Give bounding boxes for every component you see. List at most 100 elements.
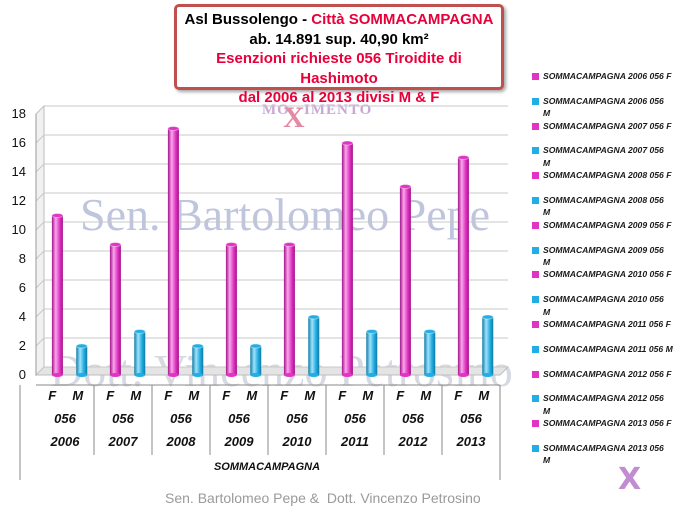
bar-2006-f-body: [51, 215, 63, 375]
title-line-1: Asl Bussolengo - Città SOMMACAMPAGNA: [177, 10, 501, 30]
bar-2012-f-cap: [399, 184, 412, 189]
bar-2010-m: [307, 314, 320, 377]
y-tick-label: 2: [19, 338, 26, 353]
chart-title-box: Asl Bussolengo - Città SOMMACAMPAGNA ab.…: [174, 4, 504, 106]
bar-2010-f-cap: [283, 242, 296, 247]
x-tick-year: 2009: [224, 434, 255, 449]
y-tick-label: 18: [12, 106, 26, 121]
bars: [51, 126, 494, 377]
legend-swatch: [532, 122, 539, 130]
logo-watermark-x: X: [283, 101, 305, 134]
gridline: [35, 192, 508, 202]
legend-label: SOMMACAMPAGNA 2012 056 M: [543, 393, 664, 416]
y-tick-label: 0: [19, 367, 26, 382]
legend-swatch: [532, 271, 539, 279]
bar-2010-f-base: [283, 373, 295, 377]
bar-2011-f-body: [341, 143, 353, 375]
watermark-name-1: Sen. Bartolomeo Pepe: [80, 189, 490, 240]
bar-2006-m-cap: [75, 343, 88, 349]
x-tick-sex-m: M: [478, 388, 490, 403]
x-tick-sex-m: M: [420, 388, 432, 403]
bar-2006-f-base: [51, 373, 63, 377]
bar-2008-f: [167, 126, 180, 377]
legend-label: SOMMACAMPAGNA 2009 056 M: [543, 244, 664, 268]
legend-swatch: [532, 395, 539, 403]
bar-2007-m-cap: [133, 329, 146, 334]
bar-2008-f-base: [167, 373, 179, 377]
x-tick-year: 2012: [398, 434, 429, 449]
x-tick-sex-m: M: [304, 388, 316, 403]
gridline: [35, 337, 508, 347]
x-tick-sex-m: M: [362, 388, 374, 403]
legend-label: SOMMACAMPAGNA 2008 056 M: [543, 194, 664, 218]
legend-swatch: [532, 320, 539, 328]
legend-item: SOMMACAMPAGNA 2006 056 M: [532, 95, 678, 120]
bar-2011-f-base: [341, 373, 353, 377]
x-tick-year: 2008: [166, 434, 197, 449]
gridline: [35, 105, 508, 115]
chart-legend: SOMMACAMPAGNA 2006 056 F SOMMACAMPAGNA 20…: [532, 70, 678, 467]
x-tick-sex-f: F: [280, 388, 289, 403]
x-tick-sex-f: F: [48, 388, 57, 403]
x-tick-sex-m: M: [72, 388, 84, 403]
bar-2009-f: [225, 242, 238, 377]
legend-label: SOMMACAMPAGNA 2008 056 F: [543, 170, 672, 181]
bar-2010-m-base: [308, 373, 320, 377]
x-tick-code: 056: [228, 411, 250, 426]
bar-2013-m-base: [482, 373, 494, 377]
bar-2010-m-cap: [307, 314, 320, 320]
legend-label: SOMMACAMPAGNA 2013 056 F: [543, 418, 672, 429]
legend-label: SOMMACAMPAGNA 2007 056 M: [543, 145, 664, 168]
legend-swatch: [532, 172, 539, 180]
bar-2009-m-body: [250, 346, 262, 375]
x-tick-sex-f: F: [222, 388, 231, 403]
legend-item: SOMMACAMPAGNA 2010 056 F: [532, 268, 678, 293]
legend-label: SOMMACAMPAGNA 2011 056 M: [543, 343, 673, 354]
legend-swatch: [532, 345, 539, 353]
x-tick-code: 056: [286, 411, 308, 426]
legend-label: SOMMACAMPAGNA 2006 056 F: [543, 71, 672, 81]
bar-2007-m: [133, 329, 146, 377]
title-line-4: dal 2006 al 2013 divisi M & F: [238, 89, 440, 106]
bar-2009-f-base: [225, 373, 237, 377]
x-tick-sex-f: F: [338, 388, 347, 403]
bar-2012-m: [423, 329, 436, 377]
bar-2011-m: [365, 329, 378, 377]
legend-item: SOMMACAMPAGNA 2010 056 M: [532, 293, 678, 318]
legend-item: SOMMACAMPAGNA 2013 056 F: [532, 417, 678, 442]
grid-layer: [34, 104, 510, 377]
legend-label: SOMMACAMPAGNA 2006 056 M: [543, 95, 664, 119]
floor: [34, 366, 510, 376]
gridline: [35, 221, 508, 231]
legend-swatch: [532, 221, 539, 229]
legend-item: SOMMACAMPAGNA 2007 056 M: [532, 144, 678, 169]
x-tick-year: 2010: [282, 434, 313, 449]
bar-2008-m-cap: [191, 343, 204, 349]
bar-2011-f-cap: [341, 140, 354, 146]
footer-credits: Sen. Bartolomeo Pepe & Dott. Vincenzo Pe…: [165, 490, 481, 506]
legend-item: SOMMACAMPAGNA 2008 056 M: [532, 194, 678, 219]
legend-item: SOMMACAMPAGNA 2009 056 F: [532, 219, 678, 244]
bar-2008-f-cap: [167, 126, 180, 131]
bar-2012-m-body: [424, 331, 436, 375]
bar-2011-m-base: [366, 373, 378, 377]
bar-2006-m-base: [76, 373, 88, 377]
x-tick-code: 056: [170, 411, 192, 426]
bar-2013-f-body: [457, 157, 469, 375]
bar-2007-f-body: [109, 244, 121, 375]
bar-2009-f-cap: [225, 242, 238, 247]
legend-item: SOMMACAMPAGNA 2011 056 M: [532, 343, 678, 368]
legend-item: SOMMACAMPAGNA 2008 056 F: [532, 169, 678, 194]
y-tick-label: 10: [12, 222, 26, 237]
bar-2009-m-base: [250, 373, 262, 377]
bar-2010-f-body: [283, 244, 295, 375]
title-line-3: Esenzioni richieste 056 Tiroidite di Has…: [216, 50, 462, 87]
bar-2007-f-base: [109, 373, 121, 377]
legend-swatch: [532, 147, 539, 155]
legend-label: SOMMACAMPAGNA 2012 056 F: [543, 368, 672, 379]
legend-item: SOMMACAMPAGNA 2012 056 M: [532, 392, 678, 417]
bar-2008-m: [191, 343, 204, 377]
legend-swatch: [532, 370, 539, 378]
